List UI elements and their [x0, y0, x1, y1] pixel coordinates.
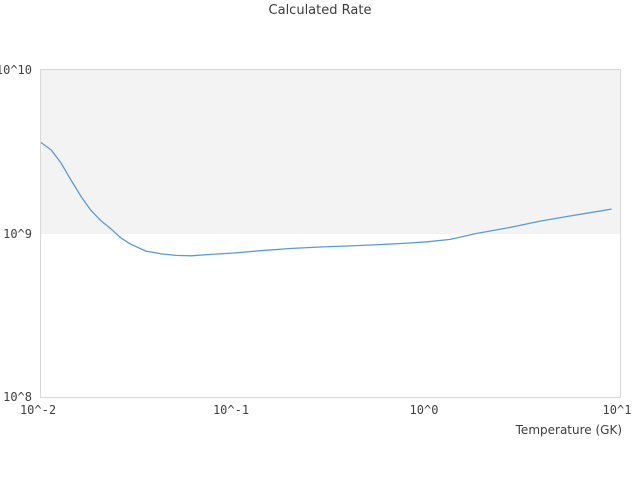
x-tick-label: 10^1 [602, 403, 632, 417]
x-tick-label: 10^-2 [19, 403, 57, 417]
x-tick-label: 10^0 [409, 403, 439, 417]
y-tick-label: 10^10 [0, 63, 32, 77]
rate-curve-line [41, 141, 612, 257]
x-axis-label: Temperature (GK) [515, 423, 622, 437]
background-band [41, 233, 620, 397]
chart-title: Calculated Rate [268, 3, 372, 18]
x-tick-label: 10^-1 [212, 403, 250, 417]
plot-canvas [41, 70, 620, 397]
background-band [41, 70, 620, 234]
y-tick-label: 10^8 [3, 390, 32, 404]
y-tick-label: 10^9 [3, 226, 32, 241]
plot-area [40, 69, 621, 398]
